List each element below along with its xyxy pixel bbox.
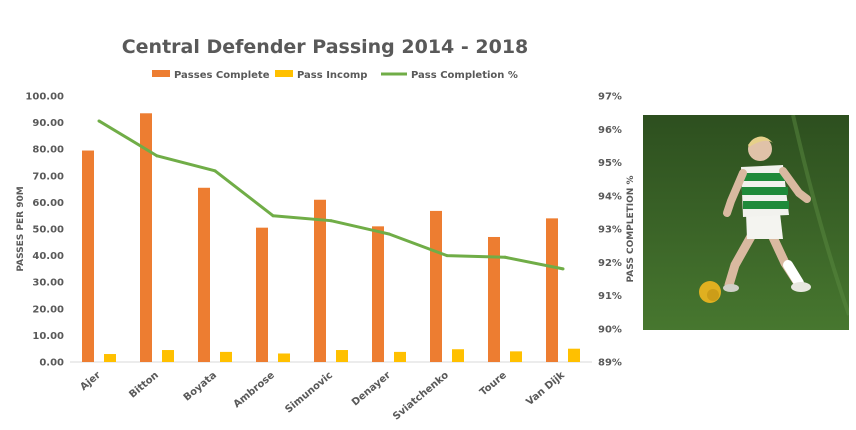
player-sock-right	[783, 260, 804, 288]
y2-tick-label: 94%	[598, 191, 622, 202]
player-hair	[748, 136, 773, 147]
bar-pass-incomp-ajer	[104, 354, 116, 362]
player-shorts	[746, 213, 783, 239]
bar-passes-complete-ajer	[82, 150, 94, 362]
y-tick-label: 30.00	[32, 278, 64, 289]
legend-label-pass-completion-: Pass Completion %	[411, 70, 518, 81]
bar-passes-complete-denayer	[372, 226, 384, 362]
legend-label-pass-incomp: Pass Incomp	[297, 70, 367, 81]
y2-tick-label: 90%	[598, 324, 622, 335]
jersey-hoop	[743, 201, 789, 209]
y2-tick-label: 97%	[598, 92, 622, 103]
line-point	[329, 219, 333, 223]
y2-tick-label: 91%	[598, 291, 622, 302]
y-tick-label: 0.00	[39, 358, 64, 369]
bar-pass-incomp-boyata	[220, 351, 232, 362]
player-boot-right	[791, 282, 811, 292]
legend-swatch-pass-incomp	[275, 70, 293, 77]
x-tick-label: Van Dijk	[524, 370, 567, 408]
y-tick-label: 60.00	[32, 198, 64, 209]
bar-passes-complete-bitton	[140, 113, 152, 362]
chart-title: Central Defender Passing 2014 - 2018	[122, 36, 529, 58]
y2-tick-label: 89%	[598, 358, 622, 369]
x-tick-label: Bitton	[127, 370, 161, 401]
line-point	[213, 169, 217, 173]
bar-pass-incomp-ambrose	[278, 353, 290, 362]
x-tick-label: Ambrose	[232, 370, 277, 411]
x-tick-label: Simunovic	[283, 370, 335, 416]
jersey-hoop	[742, 187, 788, 195]
player-leg-left	[724, 228, 758, 290]
chart-bars	[82, 113, 580, 362]
pitch-background	[643, 115, 849, 330]
line-point	[97, 119, 101, 123]
y2-tick-label: 92%	[598, 258, 622, 269]
y-tick-label: 50.00	[32, 225, 64, 236]
player-arm-right	[779, 167, 811, 203]
x-tick-label: Ajer	[78, 370, 103, 393]
y2-tick-label: 96%	[598, 125, 622, 136]
bar-passes-complete-van-dijk	[546, 218, 558, 362]
bar-passes-complete-toure	[488, 236, 500, 362]
line-point	[387, 232, 391, 236]
line-point	[445, 254, 449, 258]
y-tick-label: 70.00	[32, 171, 64, 182]
bar-passes-complete-sviatchenko	[430, 210, 442, 362]
player-boot-left	[723, 284, 739, 292]
y-tick-label: 90.00	[32, 118, 64, 129]
y2-tick-label: 95%	[598, 158, 622, 169]
y-tick-label: 10.00	[32, 331, 64, 342]
x-tick-label: Boyata	[182, 370, 219, 404]
bar-pass-incomp-van-dijk	[568, 348, 580, 362]
bar-passes-complete-boyata	[198, 187, 210, 362]
x-tick-label: Toure	[478, 370, 509, 399]
legend-label-passes-complete: Passes Complete	[174, 70, 270, 81]
chart-legend: Passes Complete Pass Incomp Pass Completio…	[152, 70, 518, 81]
line-point	[503, 255, 507, 259]
football-shade	[707, 289, 719, 301]
bar-pass-incomp-simunovic	[336, 350, 348, 362]
line-point	[561, 267, 565, 271]
jersey-hoop	[741, 173, 787, 181]
y2-axis-label: PASS COMPLETION %	[626, 176, 636, 283]
bar-pass-incomp-sviatchenko	[452, 349, 464, 362]
x-tick-label: Sviatchenko	[391, 370, 451, 423]
bar-pass-incomp-denayer	[394, 351, 406, 362]
line-point	[155, 154, 159, 158]
y-axis-label: PASSES PER 90M	[16, 186, 26, 271]
pitch-line	[791, 115, 849, 316]
y2-tick-label: 93%	[598, 225, 622, 236]
bar-passes-complete-simunovic	[314, 199, 326, 362]
y-tick-label: 100.00	[25, 92, 64, 103]
line-point	[271, 214, 275, 218]
legend-swatch-passes-complete	[152, 70, 170, 77]
x-tick-label: Denayer	[350, 370, 393, 409]
bar-pass-incomp-bitton	[162, 350, 174, 362]
player-photo	[643, 115, 849, 330]
y-tick-label: 20.00	[32, 304, 64, 315]
player-arm-left	[723, 169, 747, 217]
bar-passes-complete-ambrose	[256, 227, 268, 362]
y-tick-label: 80.00	[32, 145, 64, 156]
chart-line-series	[97, 119, 565, 271]
y-tick-label: 40.00	[32, 251, 64, 262]
bar-pass-incomp-toure	[510, 351, 522, 362]
